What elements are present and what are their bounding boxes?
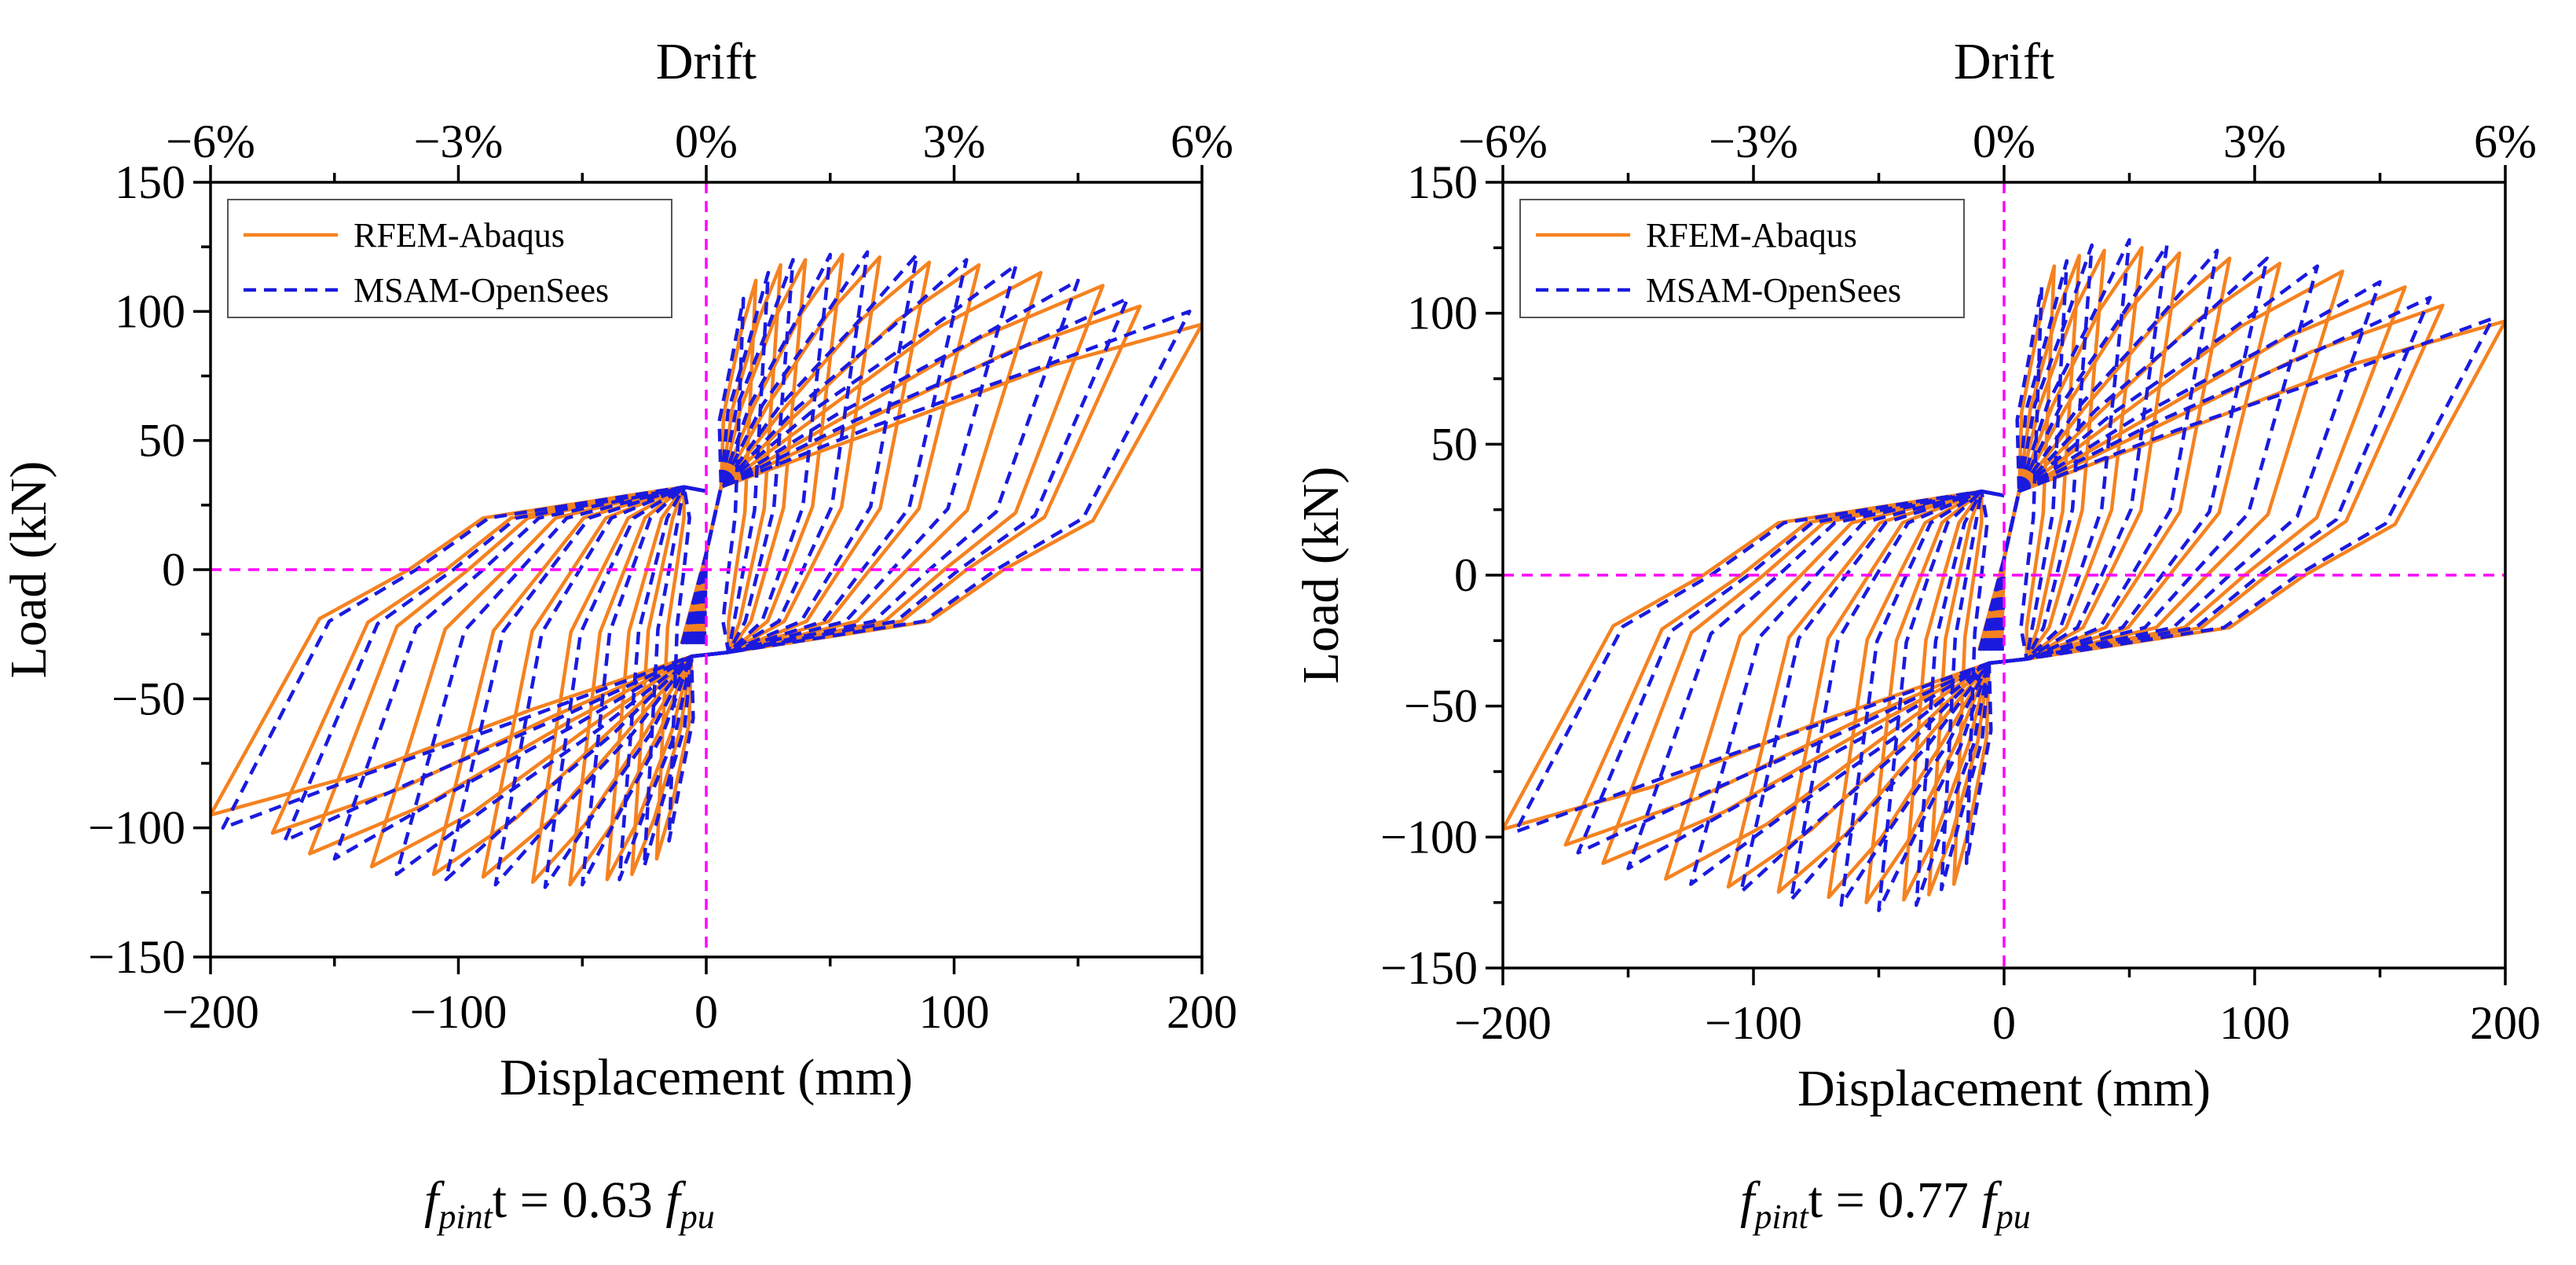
y-tick-label: −150 [88,931,185,983]
top-tick-label: 3% [2223,116,2286,167]
legend-label: MSAM-OpenSees [1646,271,1901,310]
y-tick-label: 0 [162,544,185,596]
x-tick-label: 0 [694,986,718,1038]
caption-left: fpintt = 0.63 fpu [424,1172,715,1236]
x-tick-label: 200 [1167,986,1237,1038]
y-tick-label: 150 [1407,156,1478,208]
legend-label: RFEM-Abaqus [354,216,565,255]
y-tick-label: −100 [1380,811,1478,863]
hysteresis-loop [221,310,1192,830]
chart-panel-0: −200 −100 0 100 200 −150 −100 −50 0 50 100 150−6% −3… [0,33,1237,1106]
x-tick-label: −100 [1705,997,1802,1049]
legend-box [227,199,672,318]
y-tick-label: −100 [88,802,185,854]
x-tick-label: 0 [1992,997,2016,1049]
top-tick-label: −6% [1458,116,1548,167]
y-tick-label: 100 [1407,288,1478,339]
y-tick-label: −50 [1404,680,1478,732]
x-tick-label: 100 [919,986,990,1038]
y-axis-title: Load (kN) [1292,467,1350,684]
hysteresis-loop [1789,248,2219,902]
top-tick-label: −6% [166,116,255,167]
hysteresis-loop [493,252,919,887]
x-axis-title: Displacement (mm) [1797,1060,2211,1117]
legend-label: RFEM-Abaqus [1646,216,1857,255]
top-tick-label: −3% [1709,116,1798,167]
top-tick-label: 6% [1171,116,1233,167]
top-tick-label: 0% [675,116,738,167]
top-axis-title: Drift [656,33,757,90]
x-tick-label: −100 [410,986,508,1038]
y-tick-label: 50 [138,415,185,467]
y-tick-label: −50 [112,673,185,724]
top-tick-label: 3% [923,116,986,167]
x-tick-label: 100 [2219,997,2290,1049]
caption-right: fpintt = 0.77 fpu [1740,1172,2031,1236]
top-tick-label: 0% [1973,116,2036,167]
hysteresis-loop [283,296,1130,843]
y-tick-label: 100 [115,285,185,337]
legend-label: MSAM-OpenSees [354,271,609,310]
x-tick-label: −200 [1454,997,1552,1049]
x-tick-label: −200 [162,986,259,1038]
top-tick-label: 6% [2474,116,2537,167]
top-axis-title: Drift [1954,33,2054,90]
y-tick-label: 50 [1431,418,1478,470]
x-axis-title: Displacement (mm) [500,1049,913,1106]
top-tick-label: −3% [414,116,504,167]
y-tick-label: 150 [115,156,185,208]
y-axis-title: Load (kN) [0,461,57,679]
y-tick-label: −150 [1380,942,1478,994]
chart-panel-1: −200 −100 0 100 200 −150 −100 −50 0 50 100 150−6% −3… [1292,33,2541,1117]
x-tick-label: 200 [2470,997,2541,1049]
y-tick-label: 0 [1454,549,1478,601]
legend-box [1519,199,1965,318]
